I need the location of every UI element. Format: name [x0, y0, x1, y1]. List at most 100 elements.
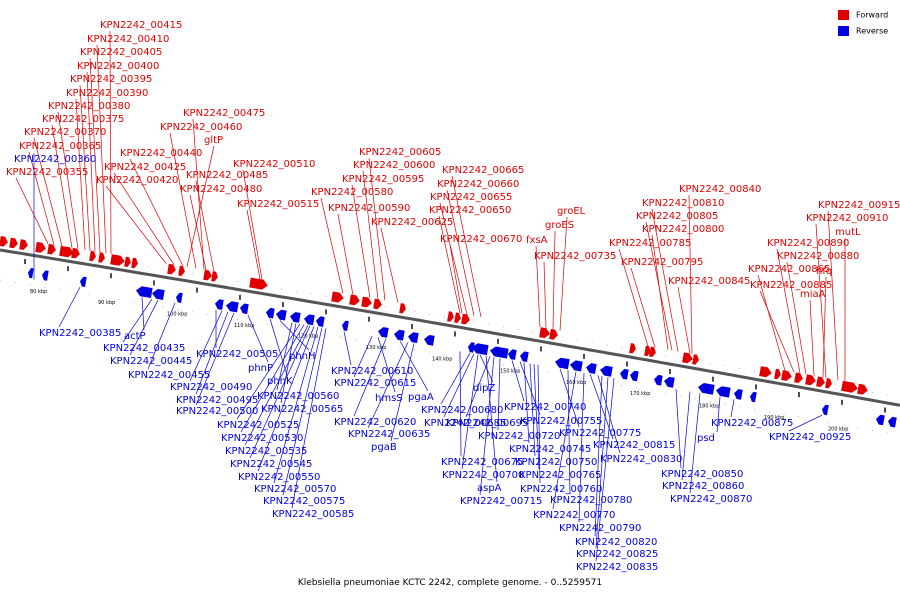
reverse-gene — [316, 316, 325, 327]
forward-gene — [857, 383, 868, 395]
forward-gene-label: KPN2242_00600 — [353, 160, 435, 171]
reverse-gene — [822, 404, 829, 416]
reverse-gene-label: KPN2242_00585 — [272, 509, 354, 520]
forward-gene-label: KPN2242_00400 — [77, 61, 159, 72]
forward-leader — [451, 175, 482, 318]
forward-gene-label: KPN2242_00365 — [19, 141, 101, 152]
forward-gene-label: KPN2242_00375 — [42, 114, 124, 125]
reverse-leader — [353, 336, 373, 378]
reverse-leader — [247, 315, 269, 363]
reverse-leader — [58, 286, 81, 328]
reverse-gene — [408, 332, 419, 343]
forward-gene-label: KPN2242_00370 — [24, 127, 106, 138]
reverse-leader — [578, 372, 585, 523]
reverse-gene-label: KPN2242_00825 — [576, 549, 658, 560]
scale-tick-label: 160 kbp — [566, 380, 586, 386]
forward-gene-label: KPN2242_00440 — [120, 148, 202, 159]
reverse-gene — [620, 368, 629, 380]
reverse-leader — [559, 368, 580, 428]
forward-leader — [438, 215, 461, 314]
reverse-gene — [586, 363, 597, 374]
forward-leader — [786, 261, 807, 375]
forward-gene — [692, 354, 699, 365]
forward-gene — [71, 247, 80, 259]
forward-gene — [131, 257, 138, 269]
reverse-gene-label: KPN2242_00740 — [504, 402, 586, 413]
scale-tick-label: 200 kbp — [828, 426, 848, 432]
reverse-gene — [716, 386, 731, 398]
forward-gene-label: KPN2242_00805 — [636, 211, 718, 222]
forward-leader — [446, 189, 475, 316]
forward-gene — [349, 294, 360, 306]
reverse-gene-label: KPN2242_00820 — [575, 537, 657, 548]
reverse-gene-label: dipZ — [473, 383, 495, 394]
reverse-leader — [279, 320, 310, 351]
reverse-leader — [343, 331, 352, 366]
reverse-gene — [240, 303, 249, 315]
reverse-gene-label: KPN2242_00620 — [334, 417, 416, 428]
forward-gene — [539, 327, 550, 339]
forward-leader — [552, 230, 556, 330]
forward-gene-label: KPN2242_00390 — [66, 88, 148, 99]
reverse-leader — [195, 312, 235, 406]
reverse-gene — [750, 391, 757, 403]
reverse-gene — [734, 389, 743, 400]
reverse-gene-label: KPN2242_00615 — [334, 378, 416, 389]
forward-gene — [211, 271, 218, 282]
reverse-gene-label: KPN2242_00750 — [515, 457, 597, 468]
scale-tick-label: 100 kbp — [167, 312, 187, 318]
reverse-leader — [788, 414, 823, 432]
forward-leader — [759, 290, 795, 373]
forward-leader — [129, 158, 184, 267]
scale-tick-label: 80 kbp — [30, 289, 47, 295]
forward-leader — [242, 169, 263, 280]
forward-leader — [79, 84, 91, 251]
reverse-leader — [479, 354, 494, 383]
forward-gene-label: KPN2242_00605 — [359, 147, 441, 158]
reverse-gene — [226, 301, 239, 313]
reverse-leader — [257, 326, 315, 472]
reverse-gene — [304, 314, 315, 326]
forward-gene — [781, 370, 792, 381]
forward-leader — [57, 111, 79, 249]
forward-gene-label: KPN2242_00595 — [342, 174, 424, 185]
reverse-gene — [472, 343, 489, 356]
reverse-leader — [240, 324, 305, 433]
reverse-gene — [136, 286, 153, 298]
reverse-leader — [353, 338, 387, 417]
forward-gene-label: groEL — [557, 206, 586, 217]
forward-gene — [124, 256, 131, 267]
forward-gene-label: KPN2242_00580 — [311, 187, 393, 198]
reverse-gene-label: KPN2242_00925 — [769, 432, 851, 443]
reverse-gene-label: KPN2242_00490 — [170, 382, 252, 393]
reverse-gene — [290, 312, 301, 323]
forward-leader — [380, 227, 399, 303]
forward-gene-label: KPN2242_00890 — [767, 238, 849, 249]
forward-leader — [449, 244, 463, 314]
reverse-gene-label: KPN2242_00700 — [442, 470, 524, 481]
reverse-gene-label: KPN2242_00505 — [196, 349, 278, 360]
forward-gene-label: KPN2242_00865 — [748, 264, 830, 275]
forward-gene-label: KPN2242_00420 — [96, 175, 178, 186]
reverse-gene — [570, 360, 583, 372]
reverse-gene-label: KPN2242_00715 — [460, 496, 542, 507]
reverse-gene-label: KPN2242_00675 — [441, 457, 523, 468]
reverse-leader — [533, 364, 540, 470]
reverse-gene — [520, 351, 529, 362]
reverse-gene-label: KPN2242_00360 — [14, 154, 96, 165]
forward-leader — [109, 30, 112, 255]
forward-gene — [682, 352, 693, 364]
forward-gene — [461, 313, 470, 325]
reverse-leader — [291, 328, 327, 509]
forward-gene-label: KPN2242_00880 — [777, 251, 859, 262]
forward-leader — [776, 248, 801, 374]
forward-gene-label: miaA — [800, 289, 826, 300]
forward-gene-label: KPN2242_00380 — [48, 101, 130, 112]
scale-tick-label: 170 kbp — [630, 391, 650, 397]
reverse-leader — [367, 342, 409, 429]
reverse-leader — [122, 298, 153, 343]
reverse-gene-label: KPN2242_00790 — [559, 523, 641, 534]
reverse-gene-label: pgaB — [371, 442, 397, 453]
forward-leader — [651, 208, 679, 352]
